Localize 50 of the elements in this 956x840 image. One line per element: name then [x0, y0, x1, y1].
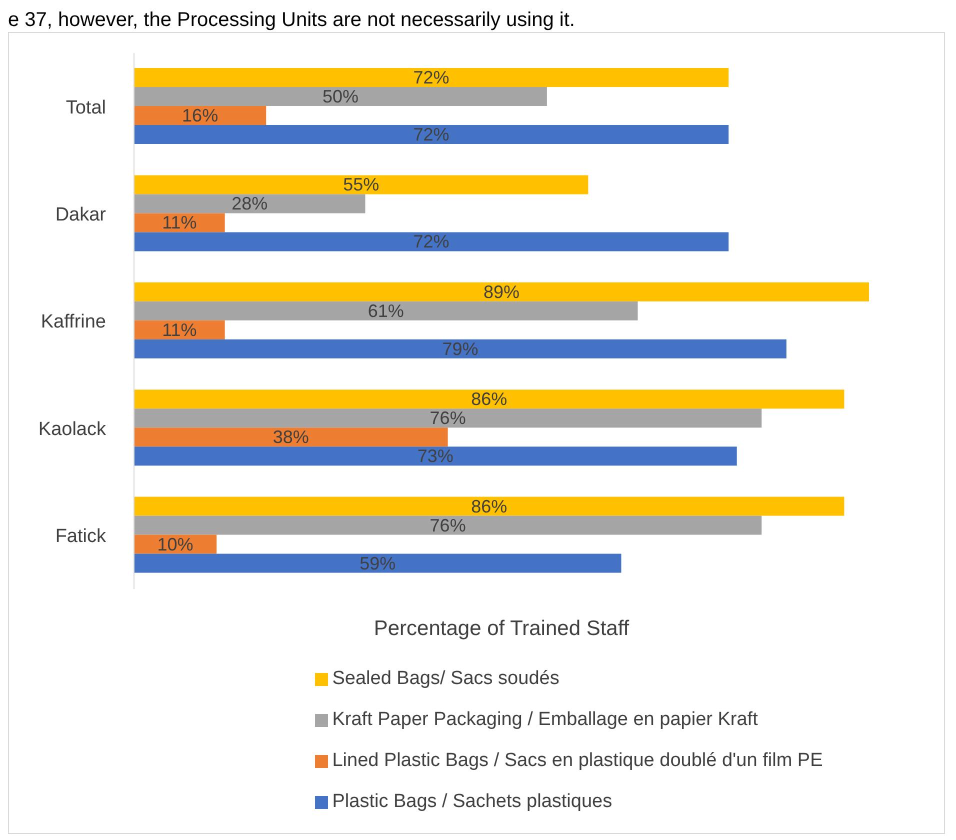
bar — [134, 390, 844, 409]
bar — [134, 87, 547, 106]
bar — [134, 339, 786, 358]
data-label: 55% — [343, 174, 380, 195]
x-axis-title: Percentage of Trained Staff — [374, 617, 630, 640]
bar — [134, 175, 588, 194]
y-tick-label: Total — [66, 97, 106, 118]
legend-label: Lined Plastic Bags / Sacs en plastique doublé d'un film PE — [332, 750, 823, 771]
data-label: 72% — [413, 124, 450, 145]
bar — [134, 446, 737, 466]
data-label: 11% — [162, 320, 197, 340]
data-label: 76% — [430, 515, 466, 536]
y-tick-label: Kaffrine — [40, 312, 106, 333]
legend-label: Sealed Bags/ Sacs soudés — [332, 668, 560, 689]
bar — [134, 408, 762, 428]
bar — [134, 554, 622, 573]
data-label: 89% — [483, 282, 520, 302]
data-label: 61% — [368, 300, 404, 321]
bar — [134, 213, 225, 232]
data-label: 76% — [430, 408, 466, 428]
bar — [134, 428, 448, 447]
bar — [134, 516, 762, 535]
data-label: 11% — [162, 212, 197, 233]
bar — [134, 125, 729, 144]
bar — [134, 496, 844, 516]
y-tick-label: Dakar — [55, 204, 107, 226]
data-label: 72% — [413, 68, 450, 88]
bar — [134, 194, 366, 214]
data-label: 73% — [417, 446, 454, 466]
y-tick-label: Kaolack — [38, 418, 106, 440]
bar — [134, 282, 869, 302]
data-label: 10% — [157, 534, 194, 554]
legend-label: Kraft Paper Packaging / Emballage en papier Kraft — [332, 709, 758, 730]
data-label: 72% — [413, 232, 450, 252]
data-label: 50% — [322, 86, 358, 107]
y-tick-label: Fatick — [55, 526, 106, 548]
bar — [134, 301, 638, 320]
legend-label: Plastic Bags / Sachets plastiques — [332, 791, 612, 812]
data-label: 16% — [182, 106, 218, 126]
bar — [134, 232, 729, 252]
bar — [134, 106, 266, 126]
bar — [134, 68, 729, 88]
text: e 37, however, the Processing Units are not necessarily using it. — [8, 8, 576, 32]
data-label: 86% — [471, 389, 508, 410]
data-label: 79% — [442, 338, 478, 359]
data-label: 59% — [360, 553, 396, 574]
data-label: 86% — [471, 496, 508, 516]
bar — [134, 320, 225, 340]
data-label: 28% — [232, 194, 268, 214]
data-label: 38% — [272, 427, 309, 448]
